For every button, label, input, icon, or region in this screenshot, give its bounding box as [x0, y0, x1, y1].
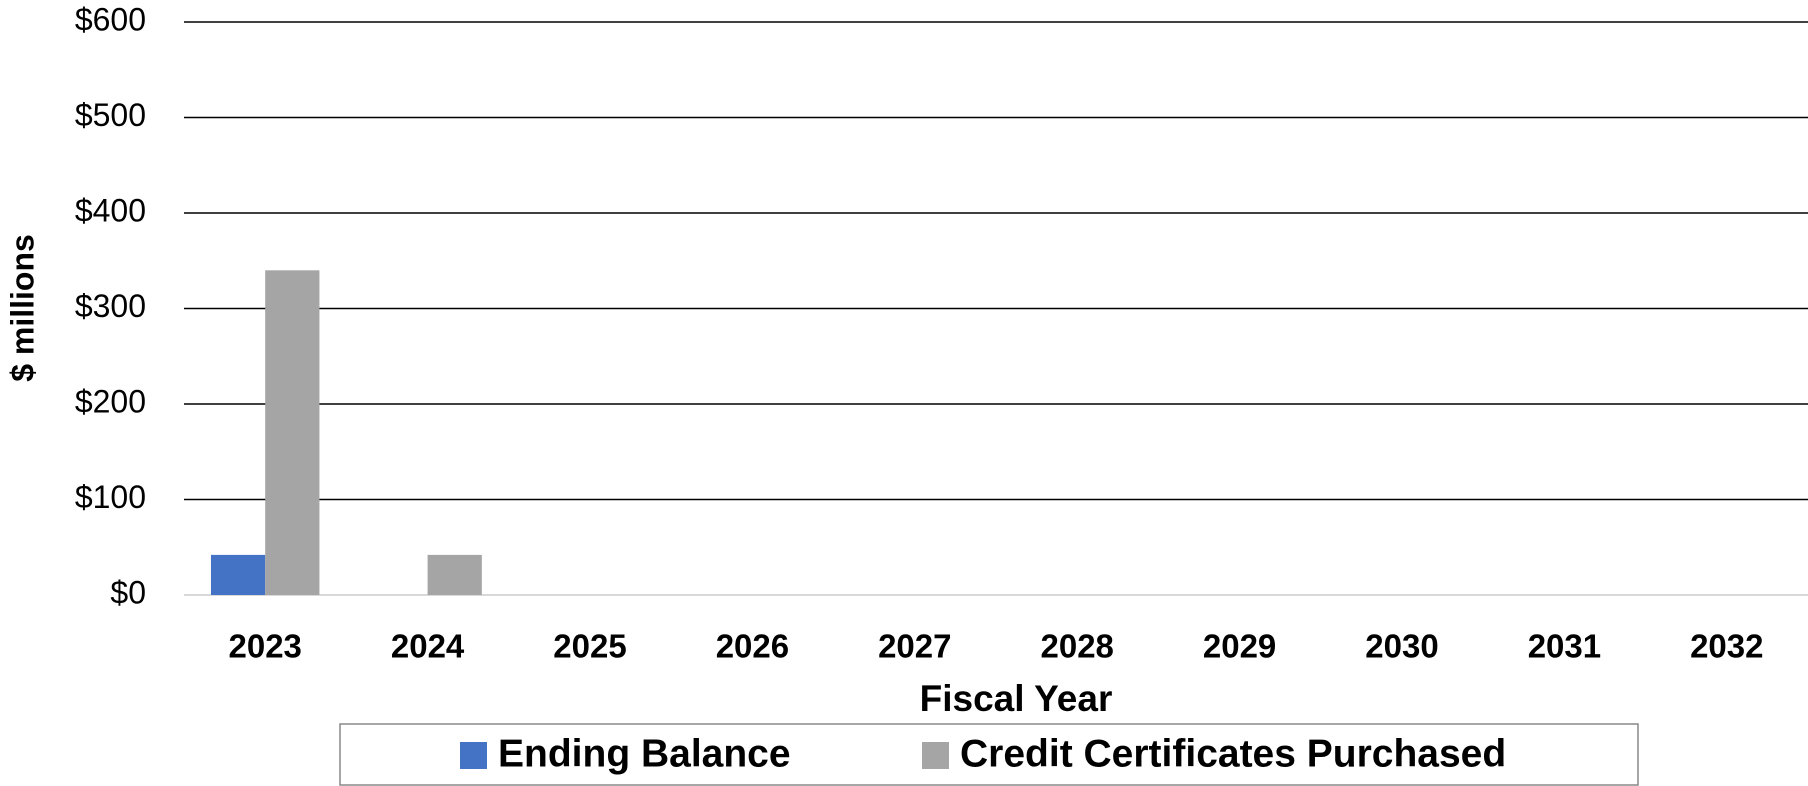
y-axis-title: $ millions: [4, 234, 40, 382]
bar: [210, 554, 266, 595]
y-tick-label: $500: [75, 97, 146, 133]
x-axis-title: Fiscal Year: [920, 678, 1113, 719]
x-tick-label: 2030: [1365, 628, 1438, 665]
y-tick-label: $400: [75, 192, 146, 228]
y-tick-label: $0: [110, 574, 146, 610]
legend-box: [339, 723, 1639, 786]
x-tick-label: 2023: [228, 628, 301, 665]
bar: [265, 270, 320, 595]
x-tick-label: 2027: [878, 628, 951, 665]
legend-swatch: [460, 742, 487, 769]
x-tick-label: 2026: [716, 628, 789, 665]
y-tick-label: $100: [75, 479, 146, 515]
x-tick-label: 2025: [553, 628, 626, 665]
x-tick-label: 2032: [1690, 628, 1763, 665]
y-tick-label: $600: [75, 1, 146, 37]
x-tick-label: 2029: [1203, 628, 1276, 665]
x-tick-label: 2031: [1528, 628, 1601, 665]
y-tick-label: $300: [75, 288, 146, 324]
bar: [427, 554, 482, 595]
legend-label: Ending Balance: [498, 732, 791, 775]
x-tick-label: 2028: [1040, 628, 1113, 665]
y-tick-label: $200: [75, 383, 146, 419]
legend-label: Credit Certificates Purchased: [960, 732, 1506, 775]
legend-swatch: [922, 742, 949, 769]
x-tick-label: 2024: [391, 628, 465, 665]
